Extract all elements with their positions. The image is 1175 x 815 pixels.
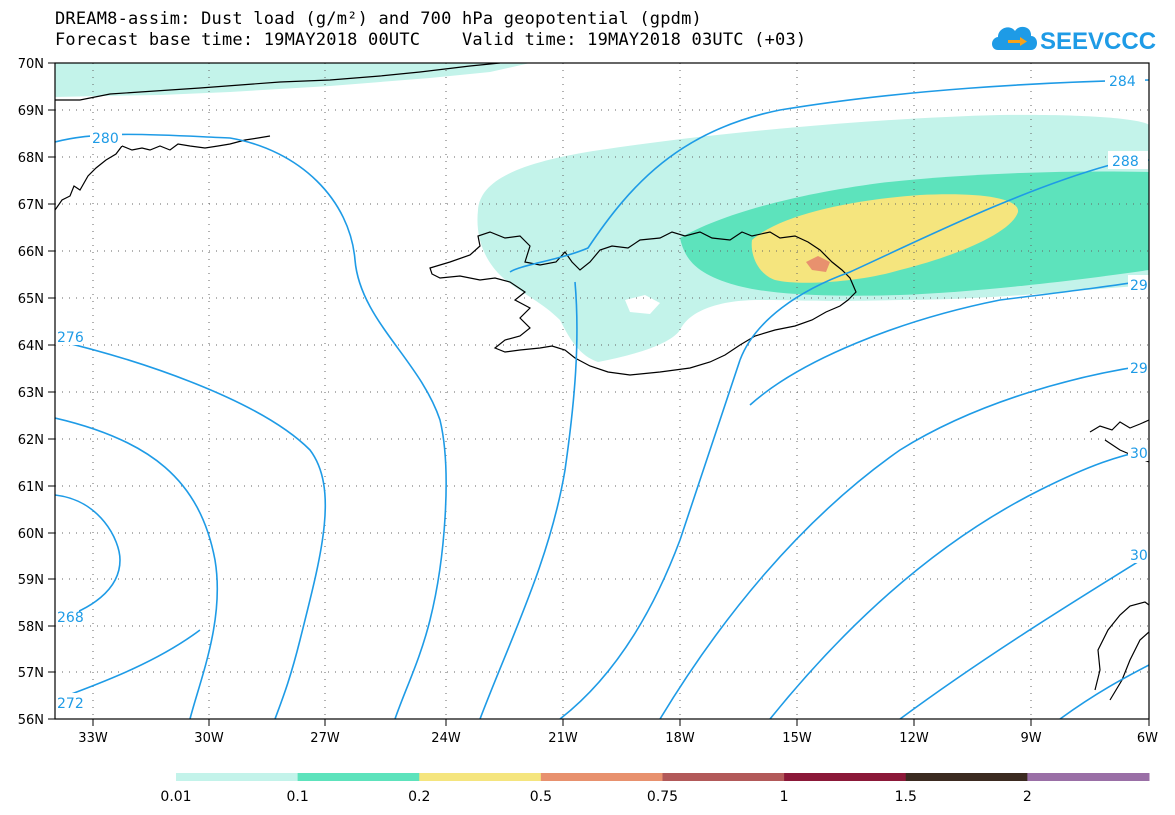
graticule [55, 63, 1149, 719]
lat-label: 62N [18, 433, 44, 448]
lat-label: 58N [18, 620, 44, 635]
legend-labels: 0.01 0.1 0.2 0.5 0.75 1 1.5 2 [160, 789, 1031, 805]
legend-swatch [297, 773, 420, 781]
legend-swatch [784, 773, 907, 781]
lat-label: 61N [18, 480, 44, 495]
lat-label: 67N [18, 198, 44, 213]
dust-field-0.5 [806, 256, 830, 272]
greenland-coast [55, 135, 271, 211]
lat-label: 64N [18, 339, 44, 354]
coastlines [55, 63, 1149, 701]
lat-label: 63N [18, 386, 44, 401]
lat-label: 60N [18, 527, 44, 542]
lon-label: 18W [665, 731, 695, 746]
lat-label: 57N [18, 666, 44, 681]
contour-label-268: 268 [57, 610, 84, 626]
lon-label: 24W [431, 731, 461, 746]
contour-304 [899, 554, 1149, 719]
legend-label: 0.75 [647, 789, 678, 805]
legend-label: 0.5 [530, 789, 552, 805]
contour-288b [739, 159, 1149, 361]
logo-text: SEEVCCC [1040, 28, 1156, 55]
contour-308 [1059, 664, 1149, 719]
contour-276 [55, 339, 326, 719]
lon-label: 12W [899, 731, 929, 746]
legend-bars [176, 773, 1150, 781]
latitude-axis: 70N 69N 68N 67N 66N 65N 64N 63N 62N 61N … [18, 57, 55, 728]
contour-268 [55, 494, 121, 621]
lat-label: 69N [18, 104, 44, 119]
lon-label: 15W [782, 731, 812, 746]
lon-label: 27W [310, 731, 340, 746]
lon-label: 6W [1137, 731, 1158, 746]
legend-label: 0.01 [160, 789, 191, 805]
legend-label: 0.1 [286, 789, 308, 805]
lon-label: 9W [1020, 731, 1041, 746]
contour-label-288: 288 [1112, 154, 1139, 170]
lat-label: 56N [18, 713, 44, 728]
legend-swatch [176, 773, 299, 781]
contour-label-300: 30 [1130, 446, 1148, 462]
lat-label: 65N [18, 292, 44, 307]
seevccc-logo: SEEVCCC [992, 26, 1156, 55]
contour-284 [509, 79, 1149, 273]
lat-label: 66N [18, 245, 44, 260]
lon-label: 30W [194, 731, 224, 746]
map-subtitle: Forecast base time: 19MAY2018 00UTC Vali… [55, 30, 807, 50]
contour-292b [749, 279, 1149, 406]
contour-280 [55, 133, 447, 719]
geopotential-contours [55, 79, 1149, 719]
legend-swatch [419, 773, 542, 781]
map-title: DREAM8-assim: Dust load (g/m²) and 700 h… [55, 9, 702, 29]
contour-272 [55, 417, 219, 719]
legend-label: 2 [1023, 789, 1032, 805]
legend-swatch [905, 773, 1028, 781]
contour-296 [659, 364, 1149, 719]
contour-292 [559, 359, 741, 719]
contour-label-272: 272 [57, 696, 84, 712]
contour-288 [479, 281, 578, 719]
faroes-shetland-coast [1089, 419, 1149, 433]
cloud-icon [992, 26, 1037, 50]
contour-label-292: 29 [1130, 278, 1148, 294]
lat-label: 68N [18, 151, 44, 166]
longitude-axis: 33W 30W 27W 24W 21W 18W 15W 12W 9W 6W [78, 719, 1158, 746]
lat-label: 59N [18, 573, 44, 588]
legend-label: 1.5 [895, 789, 917, 805]
lon-label: 33W [78, 731, 108, 746]
map-frame [54, 62, 1150, 720]
contour-label-284: 284 [1109, 74, 1136, 90]
contour-300 [769, 449, 1149, 719]
legend-swatch [540, 773, 663, 781]
legend-swatch [1027, 773, 1150, 781]
legend-label: 0.2 [408, 789, 430, 805]
contour-label-280: 280 [92, 131, 119, 147]
contour-label-296: 29 [1130, 361, 1148, 377]
contour-labels: 284 288 280 276 268 272 29 29 30 30 [55, 71, 1149, 712]
legend-label: 1 [780, 789, 789, 805]
dust-field-0.01-greenland [55, 63, 530, 97]
contour-label-276: 276 [57, 330, 84, 346]
scotland-coast [1094, 601, 1149, 701]
iceland-coast [429, 231, 857, 376]
lat-label: 70N [18, 57, 44, 72]
contour-label-304: 30 [1130, 548, 1148, 564]
legend-swatch [662, 773, 785, 781]
lon-label: 21W [548, 731, 578, 746]
